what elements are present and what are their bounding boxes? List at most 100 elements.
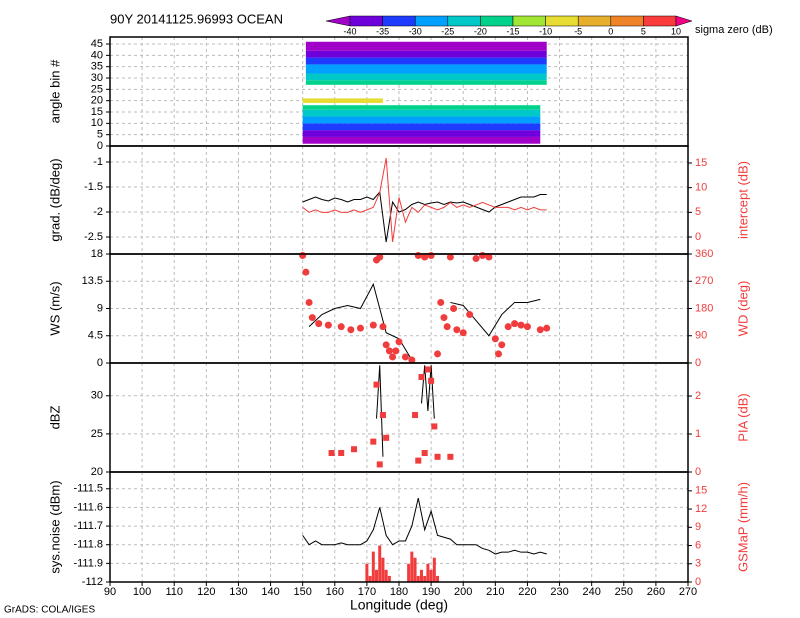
data-point — [383, 434, 390, 441]
bar — [378, 545, 382, 582]
x-tick-label: 150 — [293, 586, 311, 598]
colorbar-segment — [512, 15, 546, 27]
data-point — [434, 350, 442, 358]
y-tick-label: 30 — [91, 72, 103, 84]
y2-tick-label: 12 — [695, 503, 707, 515]
x-tick-label: 270 — [679, 586, 697, 598]
y-tick-label: 25 — [91, 428, 103, 440]
bar — [375, 569, 379, 582]
data-point — [315, 320, 323, 328]
data-point — [308, 314, 316, 322]
data-point — [302, 268, 310, 276]
data-point — [504, 323, 512, 331]
data-point — [338, 450, 345, 457]
colorbar-segment — [325, 15, 351, 27]
data-point — [418, 374, 425, 381]
y-tick-label: 35 — [91, 61, 103, 73]
y2-axis-label: PIA (dB) — [735, 393, 750, 441]
bar — [407, 563, 411, 582]
y-tick-label: -111.6 — [73, 501, 103, 513]
y-tick-label: -2.5 — [84, 231, 103, 243]
data-point — [536, 326, 544, 334]
colorbar-segment — [349, 15, 383, 27]
data-point — [453, 326, 461, 334]
colorbar-label: -10 — [539, 26, 552, 36]
chart-title: 90Y 20141125.96993 OCEAN — [110, 11, 283, 26]
heat-cell — [302, 116, 541, 124]
footer: GrADS: COLA/IGES — [4, 605, 95, 616]
series-line — [302, 190, 547, 243]
colorbar-segment — [610, 15, 644, 27]
y-tick-label: -1.5 — [84, 181, 103, 193]
y-tick-label: 15 — [91, 106, 103, 118]
x-tick-label: 180 — [390, 586, 408, 598]
data-point — [434, 453, 441, 460]
y-axis-label: grad. (dB/deg) — [47, 158, 62, 241]
y2-tick-label: 6 — [695, 539, 701, 551]
colorbar-segment — [675, 15, 693, 27]
colorbar-title: sigma zero (dB) — [695, 24, 773, 36]
x-tick-label: 170 — [358, 586, 376, 598]
heat-cell — [302, 98, 383, 103]
x-tick-label: 110 — [165, 586, 183, 598]
data-point — [382, 341, 390, 349]
data-point — [328, 450, 335, 457]
y2-tick-label: 0 — [695, 466, 701, 478]
x-tick-label: 200 — [454, 586, 472, 598]
colorbar-segment — [480, 15, 514, 27]
bar — [384, 569, 388, 582]
heat-cell — [302, 123, 541, 131]
data-point — [370, 438, 377, 445]
y2-tick-label: 270 — [695, 275, 713, 287]
colorbar-label: -20 — [474, 26, 487, 36]
data-point — [376, 461, 383, 468]
data-point — [478, 252, 486, 260]
bar — [423, 575, 427, 582]
bar — [416, 575, 420, 582]
data-point — [421, 450, 428, 457]
y2-axis-label: WD (deg) — [735, 281, 750, 337]
colorbar-label: 0 — [608, 26, 613, 36]
x-axis-label: Longitude (deg) — [350, 597, 448, 613]
data-point — [446, 253, 454, 261]
x-tick-label: 120 — [197, 586, 215, 598]
data-point — [491, 335, 499, 343]
data-point — [495, 350, 503, 358]
data-point — [373, 381, 380, 388]
y-tick-label: -1 — [93, 156, 103, 168]
heat-cell — [305, 73, 547, 81]
heat-cell — [305, 41, 547, 51]
heat-cell — [305, 80, 547, 85]
heat-cell — [302, 130, 541, 137]
colorbar-label: -30 — [409, 26, 422, 36]
data-point — [498, 341, 506, 349]
y-tick-label: 13.5 — [82, 275, 103, 287]
data-point — [485, 253, 493, 261]
data-point — [415, 457, 422, 464]
data-point — [385, 347, 393, 355]
heat-cell — [305, 64, 547, 74]
series-line — [376, 365, 435, 457]
bar — [365, 563, 369, 582]
series-line — [302, 157, 547, 242]
bar — [413, 557, 417, 582]
data-point — [523, 323, 531, 331]
colorbar-segment — [414, 15, 449, 27]
bar — [419, 569, 423, 582]
y2-tick-label: 10 — [695, 182, 707, 194]
data-point — [424, 366, 431, 373]
y-axis-label: dBZ — [47, 406, 62, 430]
colorbar-label: -5 — [574, 26, 582, 36]
heat-cell — [302, 136, 541, 144]
y-tick-label: 10 — [91, 117, 103, 129]
y-tick-label: 30 — [91, 390, 103, 402]
colorbar-label: -35 — [376, 26, 389, 36]
y-tick-label: -2 — [93, 206, 103, 218]
y-axis-label: WS (m/s) — [47, 281, 62, 335]
data-point — [437, 298, 445, 306]
x-tick-label: 250 — [615, 586, 633, 598]
y-tick-label: 9 — [97, 302, 103, 314]
y2-tick-label: 0 — [695, 576, 701, 588]
y-tick-label: 40 — [91, 49, 103, 61]
